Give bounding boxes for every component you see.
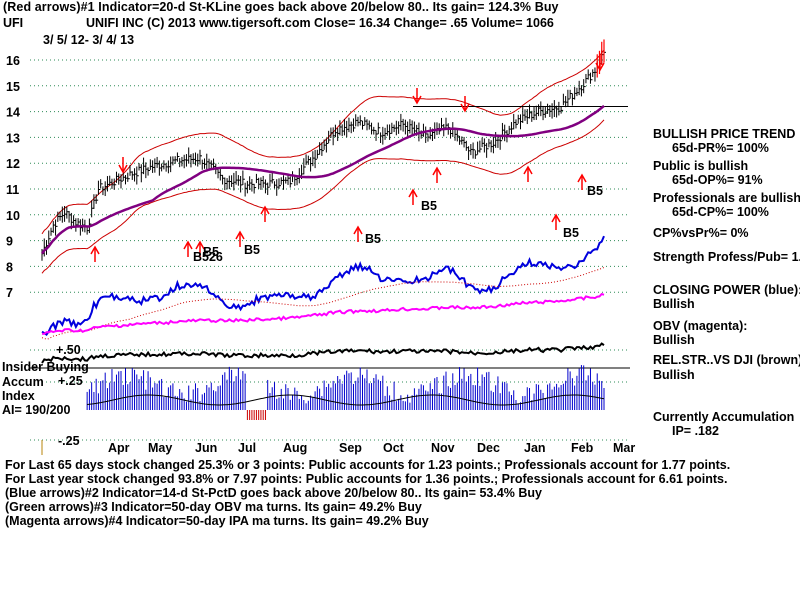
month-tick-label: Jul xyxy=(238,441,256,455)
buy-arrow-head xyxy=(432,166,442,176)
signal-label-b5: B5 xyxy=(365,232,381,246)
buy-arrow-head xyxy=(523,165,533,175)
price-bars xyxy=(41,39,606,261)
label-ai: AI= 190/200 xyxy=(2,403,71,417)
obv-series xyxy=(41,292,605,335)
price-tick-label: 9 xyxy=(6,235,13,249)
buy-arrow-head xyxy=(183,240,193,250)
cp-pct: 65d-CP%= 100% xyxy=(672,205,769,219)
accum-ma xyxy=(87,394,605,406)
price-tick-label: 11 xyxy=(6,183,19,197)
signal-label-b5: B5 xyxy=(587,184,603,198)
buy-arrow-head xyxy=(235,230,245,240)
month-tick-label: Oct xyxy=(383,441,405,455)
professionals-status: Professionals are bullish xyxy=(653,191,800,205)
footer-year: For Last year stock changed 93.8% or 7.9… xyxy=(5,472,728,486)
month-tick-label: Sep xyxy=(339,441,362,455)
ip-value: IP= .182 xyxy=(672,424,719,438)
price-tick-label: 14 xyxy=(6,106,20,120)
signal-arrows xyxy=(90,55,605,262)
footer-blue-arrows: (Blue arrows)#2 Indicator=14-d St-PctD g… xyxy=(5,486,542,500)
obv-value: Bullish xyxy=(653,333,695,347)
date-range: 3/ 5/ 12- 3/ 4/ 13 xyxy=(43,33,135,47)
price-tick-label: 13 xyxy=(6,131,20,145)
month-tick-label: Jan xyxy=(524,441,546,455)
strength-ratio: Strength Profess/Pub= 1.4 xyxy=(653,250,800,264)
signal-label-b5: B5 xyxy=(244,243,260,257)
buy-arrow-head xyxy=(408,188,418,198)
header-signal-line: (Red arrows)#1 Indicator=20-d St-KLine g… xyxy=(3,0,559,14)
relstr-value: Bullish xyxy=(653,368,695,382)
price-tick-label: 8 xyxy=(6,260,13,274)
accumulation-panel xyxy=(41,342,605,420)
sell-arrow-head xyxy=(595,62,605,72)
label-plus50: +.50 xyxy=(56,343,81,357)
moving-average-line xyxy=(40,104,605,255)
price-tick-label: 12 xyxy=(6,157,20,171)
price-bands xyxy=(41,49,628,274)
month-tick-label: Jun xyxy=(195,441,217,455)
sell-arrow-head xyxy=(412,95,422,105)
label-insider-buying: Insider Buying xyxy=(2,360,89,374)
header-quote-line: UNIFI INC (C) 2013 www.tigersoft.com Clo… xyxy=(86,16,554,30)
price-tick-label: 7 xyxy=(6,286,13,300)
buy-arrow-head xyxy=(195,240,205,250)
pr-pct: 65d-PR%= 100% xyxy=(672,141,769,155)
closing-power-line xyxy=(41,235,605,340)
buy-arrow-head xyxy=(260,205,270,215)
month-axis-labels: Apr May Jun Jul Aug Sep Oct Nov Dec Jan Feb Mar xyxy=(41,440,635,455)
footer-65day: For Last 65 days stock changed 25.3% or … xyxy=(5,458,731,472)
buy-arrow-head xyxy=(90,245,100,255)
accumulation-title: Currently Accumulation xyxy=(653,410,795,424)
signal-label-b526: B526 xyxy=(193,250,223,264)
sell-arrow-head xyxy=(460,103,470,113)
month-tick-label: Apr xyxy=(108,441,130,455)
month-tick-label: May xyxy=(148,441,172,455)
label-minus25: -.25 xyxy=(58,434,80,448)
month-tick-label: Dec xyxy=(477,441,500,455)
bullish-trend-title: BULLISH PRICE TREND xyxy=(653,127,796,141)
signal-label-b5: B5 xyxy=(203,245,219,259)
signal-label-b5: B5 xyxy=(421,199,437,213)
relstr-title: REL.STR..VS DJI (brown) xyxy=(653,353,800,367)
month-tick-label: Feb xyxy=(571,441,594,455)
label-index: Index xyxy=(2,389,35,403)
month-tick-label: Aug xyxy=(283,441,307,455)
ticker-symbol: UFI xyxy=(3,16,24,30)
price-tick-label: 16 xyxy=(6,54,20,68)
signal-label-b5: B5 xyxy=(563,226,579,240)
label-plus25: +.25 xyxy=(58,374,83,388)
buy-arrow-head xyxy=(353,225,363,235)
footer-magenta-arrows: (Magenta arrows)#4 Indicator=50-day IPA … xyxy=(5,514,429,528)
buy-arrow-head xyxy=(551,213,561,223)
footer-green-arrows: (Green arrows)#3 Indicator=50-day OBV ma… xyxy=(5,500,422,514)
price-tick-label: 15 xyxy=(6,80,20,94)
price-axis-labels: 16 15 14 13 12 11 10 9 8 7 xyxy=(6,54,20,300)
op-pct: 65d-OP%= 91% xyxy=(672,173,763,187)
closing-power-value: Bullish xyxy=(653,297,695,311)
upper-band xyxy=(41,49,605,235)
label-accum: Accum xyxy=(2,375,44,389)
price-grid xyxy=(30,59,630,441)
obv-title: OBV (magenta): xyxy=(653,319,748,333)
sell-arrow-head xyxy=(118,164,128,174)
month-tick-label: Mar xyxy=(613,441,635,455)
closing-power-title: CLOSING POWER (blue): xyxy=(653,283,800,297)
public-status: Public is bullish xyxy=(653,159,749,173)
price-tick-label: 10 xyxy=(6,209,20,223)
obv-line xyxy=(41,292,605,335)
buy-arrow-head xyxy=(577,173,587,183)
cp-vs-pr: CP%vsPr%= 0% xyxy=(653,226,749,240)
relative-strength-series xyxy=(41,342,605,364)
closing-power-series xyxy=(41,235,605,336)
month-tick-label: Nov xyxy=(431,441,455,455)
lower-band xyxy=(41,119,605,274)
ma50-line xyxy=(40,104,605,255)
